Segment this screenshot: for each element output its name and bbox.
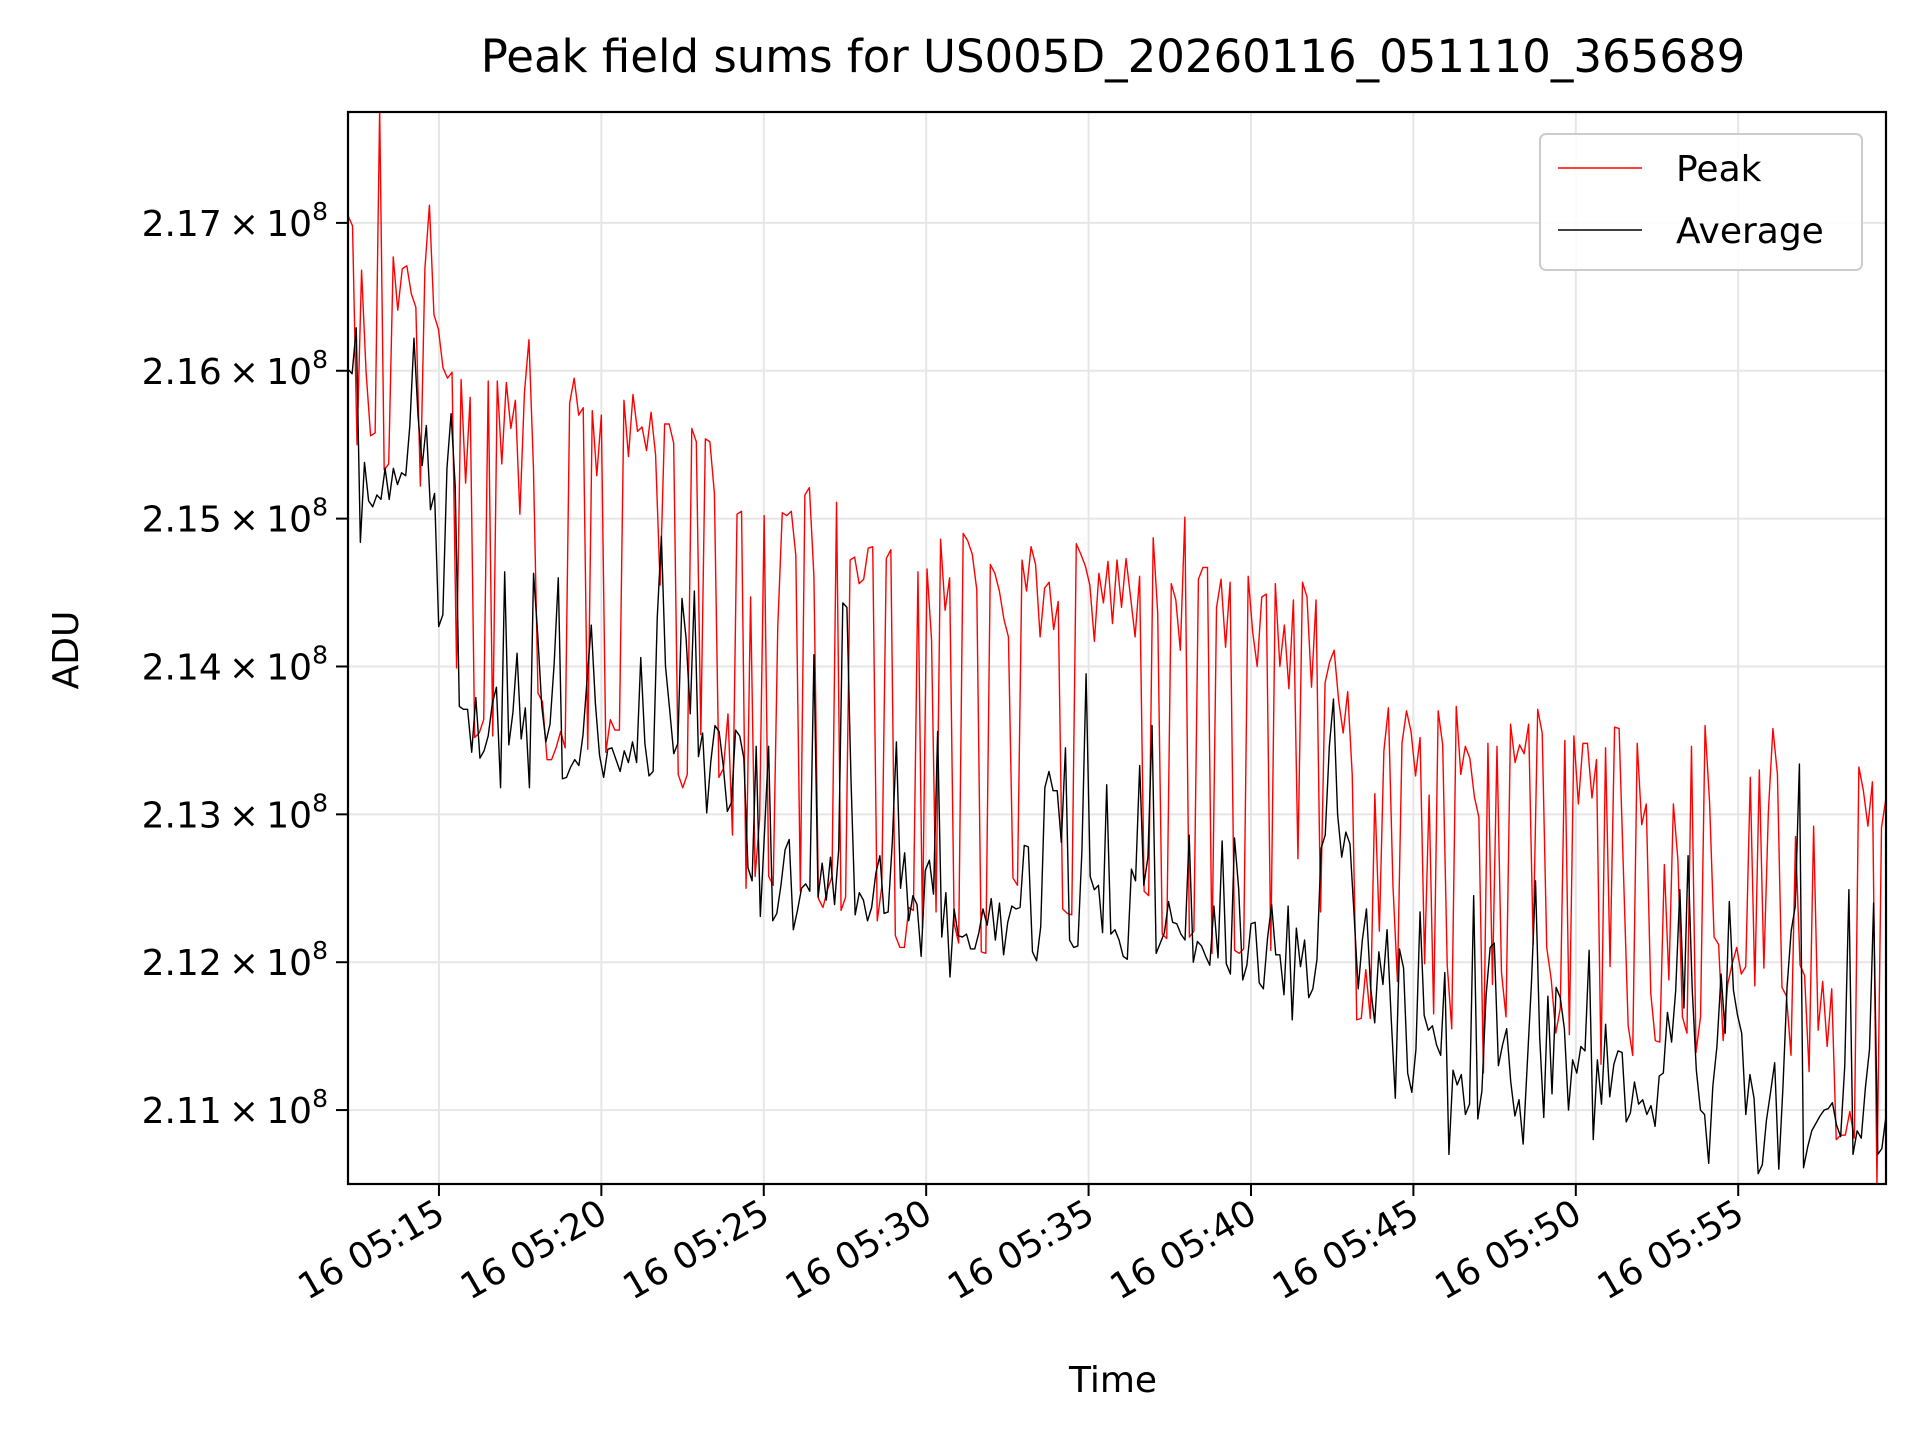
y-axis-label: ADU (46, 611, 87, 690)
y-axis-ticks: 2.11 × 108 2.12 × 108 2.13 × 108 2.14 × 108… (142, 197, 348, 1132)
series-line-average (348, 327, 1886, 1175)
series-group (348, 112, 1886, 1184)
legend-peak-label: Peak (1676, 149, 1762, 190)
legend: Peak Average (1539, 133, 1863, 271)
y-tick-label: 2.13 × 108 (142, 788, 328, 836)
grid (348, 112, 1886, 1184)
y-tick-label: 2.11 × 108 (142, 1084, 328, 1132)
y-tick-label: 2.12 × 108 (142, 936, 328, 984)
y-tick-label: 2.16 × 108 (142, 345, 328, 393)
plot-frame (346, 110, 1888, 1186)
x-axis-label: Time (1068, 1360, 1157, 1401)
y-tick-label: 2.15 × 108 (142, 493, 328, 541)
y-tick-label: 2.17 × 108 (142, 197, 328, 245)
y-tick-label: 2.14 × 108 (142, 640, 328, 688)
chart-title: Peak field sums for US005D_20260116_0511… (481, 30, 1745, 83)
legend-average-label: Average (1676, 211, 1824, 252)
series-line-peak (348, 112, 1886, 1184)
